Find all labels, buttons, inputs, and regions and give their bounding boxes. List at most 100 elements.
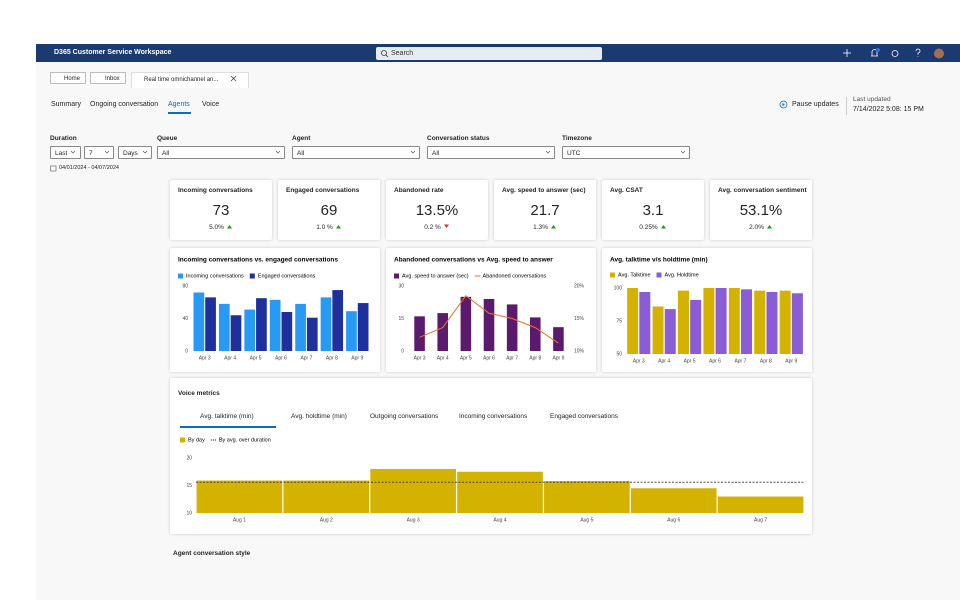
legend-swatch [180, 437, 185, 443]
chart-card: Abandoned conversations vs Avg. speed to… [386, 248, 596, 372]
metric-tab[interactable]: Incoming conversations [459, 413, 528, 420]
bar [766, 291, 778, 354]
last-updated: 7/14/2022 5:08: 15 PM [853, 106, 924, 113]
kpi-change: 1.0 % [278, 224, 380, 231]
agent-select[interactable]: All [292, 146, 420, 159]
pause-icon[interactable] [779, 100, 788, 109]
pause-button[interactable]: Pause updates [792, 101, 839, 108]
search-box[interactable] [376, 47, 602, 60]
bar [530, 317, 541, 351]
y-tick-label: 15 [186, 483, 192, 489]
kpi-value: 53.1% [739, 202, 783, 219]
kpi-change: 5.0% [170, 224, 272, 231]
bar [370, 469, 456, 513]
y-tick-label: 10 [186, 510, 192, 516]
duration-count[interactable]: 7 [84, 146, 114, 159]
y-tick-label: 50 [616, 351, 622, 357]
bar [346, 311, 357, 351]
bar [457, 471, 543, 513]
separator [846, 97, 847, 115]
bar [791, 293, 803, 354]
legend-swatch [178, 273, 183, 279]
kpi-title: Avg. speed to answer (sec) [502, 187, 586, 194]
search-placeholder: Search [391, 50, 414, 57]
y-tick-label: 15 [398, 316, 404, 322]
session-tab[interactable]: Home [50, 72, 86, 84]
bar [544, 481, 630, 513]
trend-arrow [550, 225, 556, 229]
y-tick-label: 20% [574, 283, 585, 289]
trend-arrow [766, 225, 772, 229]
kpi-card: Avg. CSAT 3.1 0.25% [602, 180, 704, 240]
x-tick-label: Aug 7 [754, 517, 767, 523]
bar [281, 312, 293, 351]
nav-tab[interactable]: Agents [168, 101, 190, 108]
metric-tab[interactable]: Engaged conversations [550, 413, 618, 420]
chart-title: Abandoned conversations vs Avg. speed to… [394, 257, 553, 264]
status-select[interactable]: All [427, 146, 555, 159]
metric-tab[interactable]: Outgoing conversations [370, 413, 439, 420]
queue-select[interactable]: All [157, 146, 285, 159]
duration-unit[interactable]: Days [118, 146, 152, 159]
bar [741, 289, 753, 354]
bar [728, 288, 740, 354]
x-tick-label: Apr 7 [300, 355, 312, 361]
kpi-title: Incoming conversations [178, 187, 253, 194]
bar [690, 299, 702, 354]
metric-tab[interactable]: Avg. holdtime (min) [291, 413, 347, 420]
section-title: Voice metrics [178, 390, 220, 397]
x-tick-label: Apr 9 [552, 355, 564, 361]
x-tick-label: Apr 3 [414, 355, 426, 361]
bar [754, 290, 766, 354]
kpi-title: Avg. conversation sentiment [718, 187, 807, 194]
x-tick-label: Apr 7 [734, 358, 746, 364]
kpi-title: Engaged conversations [286, 187, 360, 194]
date-range: 04/01/2024 - 04/07/2024 [59, 165, 119, 171]
timezone-select[interactable]: UTC [562, 146, 690, 159]
kpi-title: Abandoned rate [394, 187, 444, 194]
bar [627, 288, 639, 354]
legend-label: By avg. over duration [219, 437, 271, 443]
legend-swatch [656, 272, 662, 278]
search-icon [381, 50, 389, 58]
bar [715, 288, 727, 354]
filter-label: Duration [50, 135, 77, 142]
x-tick-label: Aug 4 [493, 517, 506, 523]
bar [779, 290, 791, 354]
bar [677, 290, 689, 354]
kpi-change: 0.2 % [386, 224, 488, 231]
bar [283, 480, 370, 513]
kpi-card: Engaged conversations 69 1.0 % [278, 180, 380, 240]
kpi-card: Abandoned rate 13.5% 0.2 % [386, 180, 488, 240]
kpi-change-value: 5.0% [209, 224, 224, 231]
bar [230, 315, 242, 351]
arrow-shape [550, 225, 556, 229]
header-icons[interactable] [840, 46, 960, 61]
arrow-shape [226, 225, 232, 229]
bar [218, 303, 230, 351]
chart-title: Incoming conversations vs. engaged conve… [178, 257, 338, 264]
kpi-title: Avg. CSAT [610, 187, 643, 194]
y-tick-label: 30 [398, 283, 404, 289]
session-tab-active[interactable]: Real time omnichannel an... [131, 72, 249, 88]
kpi-change: 0.25% [602, 224, 704, 231]
x-tick-label: Apr 4 [437, 355, 449, 361]
line-series [419, 295, 559, 344]
metric-tab[interactable]: Avg. talktime (min) [200, 413, 254, 420]
trend-arrow [443, 224, 449, 228]
close-icon[interactable] [230, 75, 238, 83]
chart: Abandoned conversations vs Avg. speed to… [394, 257, 585, 361]
bar [320, 297, 332, 351]
y-tick-label: 75 [616, 318, 622, 324]
x-tick-label: Aug 6 [667, 517, 680, 523]
nav-tab[interactable]: Ongoing conversation [90, 101, 159, 108]
session-tab[interactable]: Inbox [90, 72, 126, 84]
bar [639, 291, 651, 354]
calendar-icon [50, 165, 57, 172]
nav-tab[interactable]: Summary [51, 101, 81, 108]
duration-mode[interactable]: Last [50, 146, 81, 159]
nav-tab[interactable]: Voice [202, 101, 220, 108]
legend-label: Avg. Talktime [618, 272, 651, 278]
x-tick-label: Apr 6 [709, 358, 721, 364]
bar [332, 290, 344, 351]
